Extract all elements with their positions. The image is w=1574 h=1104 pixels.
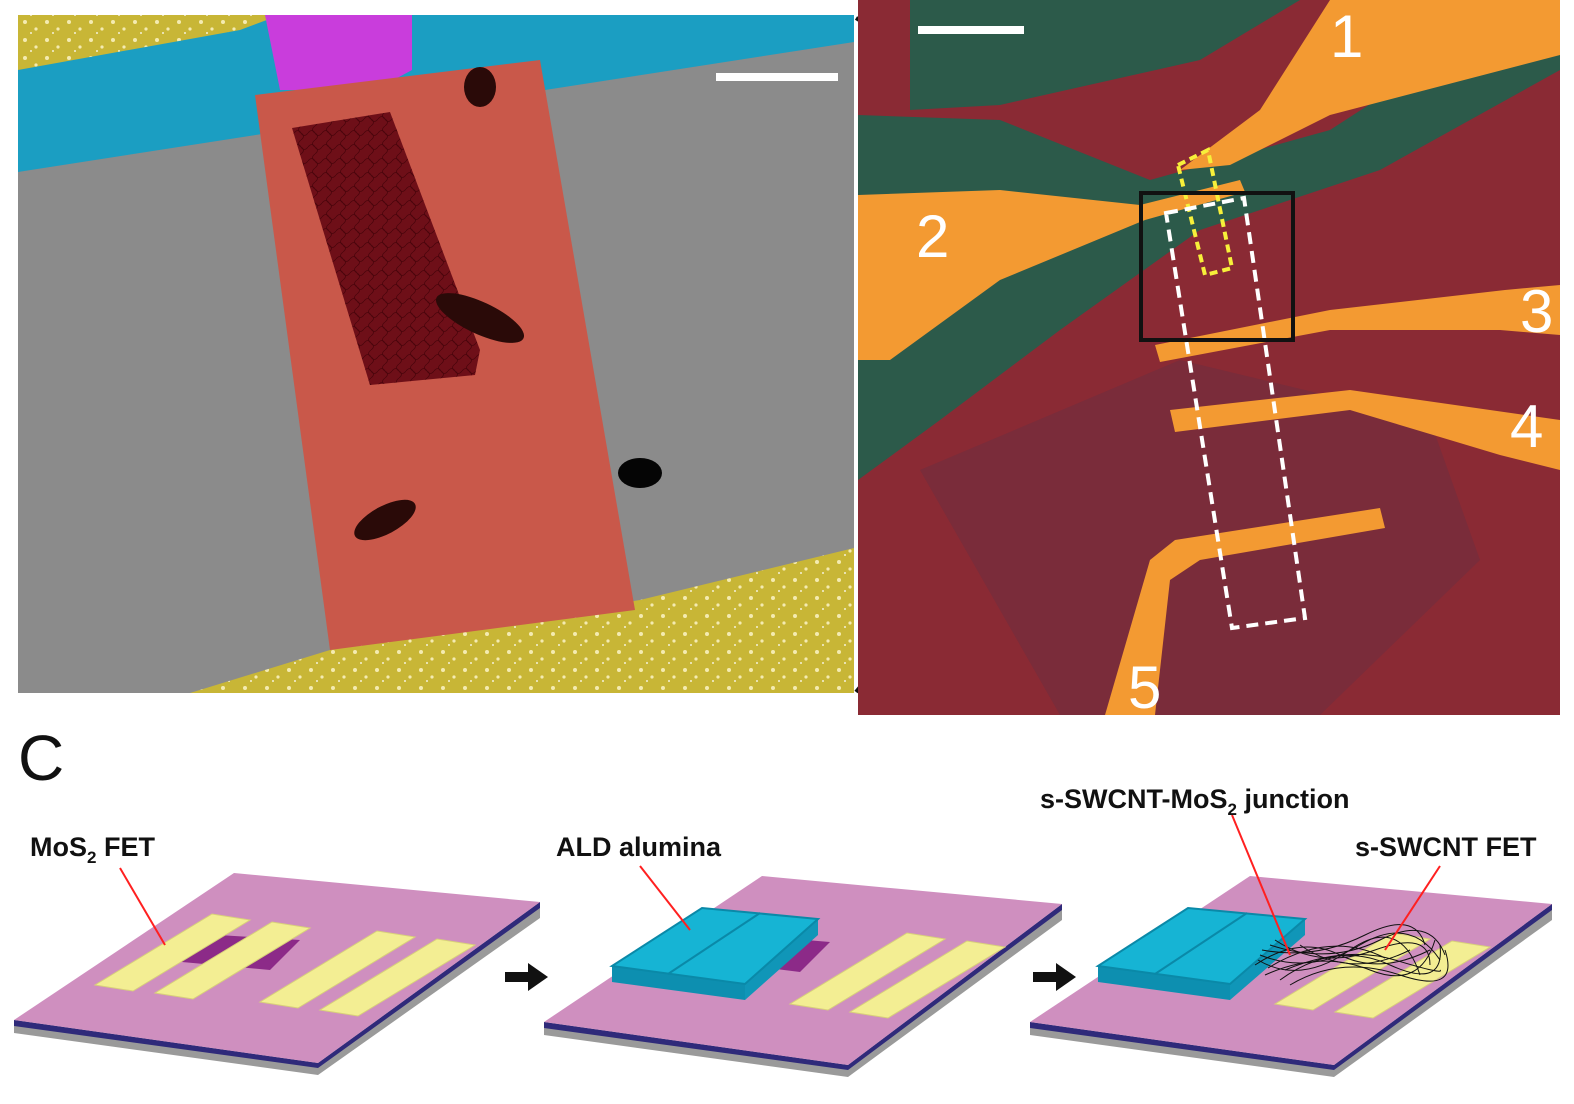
sem-image [18, 15, 854, 693]
sem-particle [464, 67, 496, 107]
step2-diagram: ALD alumina [544, 832, 1062, 1077]
label-ald-alumina: ALD alumina [556, 832, 722, 862]
alumina-block [1095, 906, 1308, 986]
optical-electrode-4 [1170, 390, 1560, 470]
alumina-side [1230, 919, 1305, 1000]
substrate-bottom [14, 902, 540, 1075]
label-swcnt-fet: s-SWCNT FET [1355, 832, 1537, 862]
electrode-label-3: 3 [1520, 278, 1553, 345]
electrode [258, 930, 417, 1009]
optical-green-band [858, 0, 1560, 480]
leader-line-swcnt-fet [1384, 865, 1441, 951]
leader-line-mos2-fet [119, 867, 166, 946]
panel-letter-c: C [18, 722, 64, 794]
sem-magenta-contact [265, 15, 412, 90]
optical-image: 1 2 3 4 5 [858, 0, 1560, 721]
electrode [788, 932, 947, 1011]
sem-scale-bar [716, 73, 838, 81]
substrate-side [544, 904, 1062, 1070]
alumina-block [609, 906, 821, 986]
leader-line-alumina [639, 865, 691, 931]
substrate-top [14, 873, 540, 1063]
alumina-side [1098, 966, 1230, 1000]
electrode [318, 938, 477, 1017]
optical-electrode-3 [1155, 285, 1560, 362]
optical-scale-bar [918, 26, 1024, 34]
sem-particle [354, 499, 416, 541]
label-mos2-fet: MoS2 FET [30, 832, 155, 867]
electrode-label-2: 2 [916, 203, 949, 270]
electrode [1273, 932, 1432, 1011]
sem-particle [435, 293, 525, 343]
zoom-box [1139, 191, 1295, 342]
step3-diagram: s-SWCNT-MoS2 junction s-SWCNT FET [1030, 784, 1552, 1077]
step1-diagram: MoS2 FET [14, 832, 540, 1075]
label-junction: s-SWCNT-MoS2 junction [1040, 784, 1349, 819]
electrode [153, 921, 312, 1000]
substrate-bottom [544, 904, 1062, 1077]
substrate-bottom [1030, 904, 1552, 1077]
optical-electrode-2 [858, 180, 1245, 360]
process-arrow-1 [505, 963, 548, 991]
electrode-label-5: 5 [1128, 654, 1161, 721]
electrode [93, 913, 252, 992]
substrate-top [544, 876, 1062, 1065]
alumina-side [745, 919, 818, 1000]
white-dashed-box [1163, 195, 1308, 631]
process-arrow-2 [1033, 963, 1076, 991]
sem-particle [618, 458, 662, 488]
electrode-label-1: 1 [1330, 3, 1363, 70]
swcnt-network [1254, 924, 1449, 986]
optical-electrode-5 [1105, 508, 1385, 715]
alumina-side [612, 966, 745, 1000]
optical-electrode-1 [1180, 0, 1560, 170]
electrode-label-4: 4 [1510, 393, 1543, 460]
electrode [848, 940, 1007, 1019]
leader-line-junction [1231, 814, 1291, 956]
electrode [1333, 940, 1492, 1019]
